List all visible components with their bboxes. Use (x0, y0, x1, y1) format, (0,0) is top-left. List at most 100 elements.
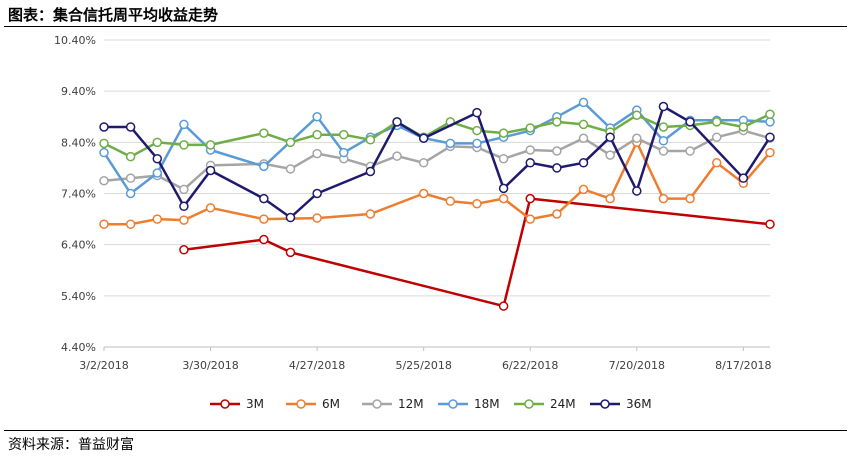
data-point (472, 138, 482, 149)
data-point (711, 132, 722, 142)
data-point (578, 184, 589, 195)
legend-label: 6M (322, 397, 340, 411)
data-point (525, 158, 535, 168)
data-point (711, 117, 722, 127)
legend-item-3m: 3M (210, 397, 264, 411)
data-point (152, 168, 163, 178)
series-line (104, 141, 771, 226)
y-tick-label: 9.40% (61, 85, 96, 98)
data-point (765, 132, 775, 142)
data-point (179, 184, 189, 195)
x-tick-label: 7/20/2018 (609, 359, 665, 372)
legend-item-18m: 18M (438, 397, 500, 411)
data-point (605, 132, 615, 142)
data-point (125, 188, 136, 199)
data-point (312, 148, 322, 159)
data-point (418, 133, 429, 143)
y-tick-label: 5.40% (61, 290, 96, 303)
y-tick-label: 6.40% (61, 239, 96, 252)
data-point (365, 135, 376, 145)
data-point (365, 209, 376, 219)
legend-swatch-marker (448, 399, 458, 409)
data-point (658, 146, 669, 156)
data-point (259, 161, 269, 172)
data-point (738, 173, 749, 183)
data-point (259, 234, 269, 245)
data-point (99, 122, 109, 132)
data-point (125, 219, 136, 229)
data-point (498, 183, 509, 194)
data-point (605, 150, 615, 160)
y-tick-label: 10.40% (54, 34, 96, 47)
legend-label: 36M (626, 397, 652, 411)
series-line (183, 197, 771, 308)
series-36m (99, 101, 775, 223)
series-24m (99, 109, 775, 162)
data-point (259, 193, 269, 204)
data-point (445, 196, 456, 206)
data-point (765, 147, 775, 158)
data-point (685, 117, 695, 127)
x-tick-label: 8/17/2018 (715, 359, 771, 372)
data-point (418, 188, 429, 199)
data-point (472, 107, 482, 118)
data-point (472, 125, 482, 136)
data-point (285, 247, 296, 258)
data-point (259, 214, 269, 224)
x-tick-label: 5/25/2018 (395, 359, 451, 372)
data-point (605, 193, 615, 204)
x-tick-label: 3/30/2018 (182, 359, 238, 372)
data-point (738, 122, 749, 132)
data-point (312, 112, 322, 122)
data-point (99, 138, 109, 149)
data-point (525, 123, 535, 133)
data-point (578, 158, 589, 168)
legend-label: 24M (550, 397, 576, 411)
data-point (179, 119, 189, 130)
data-point (552, 117, 562, 127)
legend-item-6m: 6M (286, 397, 340, 411)
data-point (552, 146, 562, 156)
data-point (525, 145, 535, 155)
data-point (205, 165, 216, 176)
data-point (418, 158, 429, 168)
data-point (339, 147, 349, 158)
data-point (525, 214, 535, 224)
data-point (392, 117, 402, 127)
data-point (498, 193, 509, 204)
data-point (99, 147, 109, 158)
series-3m (179, 193, 775, 311)
data-point (125, 122, 136, 132)
data-point (578, 119, 589, 130)
data-point (765, 219, 775, 229)
figure-title: 图表：集合信托周平均收益走势 (8, 6, 219, 24)
data-point (392, 151, 402, 161)
data-point (285, 212, 296, 223)
data-point (179, 140, 189, 150)
data-point (152, 137, 163, 148)
data-point (658, 136, 669, 146)
legend-item-36m: 36M (590, 397, 652, 411)
data-point (152, 214, 163, 224)
data-point (578, 97, 589, 108)
data-point (472, 198, 482, 209)
data-point (365, 166, 376, 177)
data-point (285, 164, 296, 174)
data-point (711, 158, 722, 168)
data-point (179, 201, 189, 212)
legend-swatch-marker (220, 399, 230, 409)
data-point (525, 193, 535, 204)
data-point (312, 188, 322, 199)
legend: 3M 6M 12M 18M 24M 36M (210, 397, 652, 411)
legend-label: 3M (246, 397, 264, 411)
data-point (179, 245, 189, 255)
gridlines (104, 39, 770, 348)
data-point (765, 117, 775, 127)
data-point (312, 129, 322, 140)
data-point (685, 146, 695, 156)
data-point (498, 128, 509, 138)
x-tick-label: 4/27/2018 (289, 359, 345, 372)
data-point (312, 213, 322, 223)
series-line (104, 105, 772, 219)
